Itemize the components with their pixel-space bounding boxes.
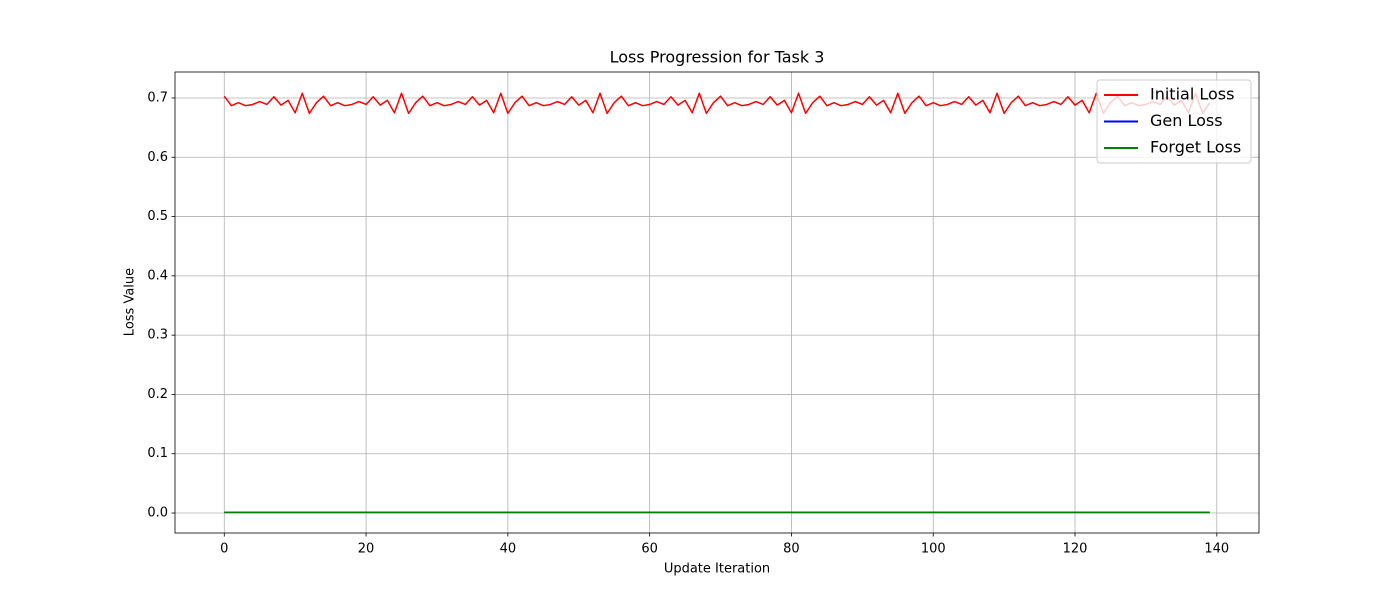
x-tick-label: 20: [358, 542, 375, 557]
y-tick-label: 0.4: [147, 268, 168, 283]
x-tick-label: 60: [641, 542, 658, 557]
series-line: [223, 92, 1211, 115]
x-tick-label: 100: [921, 542, 946, 557]
x-tick-label: 120: [1063, 542, 1088, 557]
y-axis-label: Loss Value: [123, 268, 138, 336]
y-tick-label: 0.1: [147, 446, 168, 461]
y-tick-label: 0.7: [147, 90, 168, 105]
y-tick-label: 0.2: [147, 387, 168, 402]
legend-label: Forget Loss: [1150, 138, 1241, 157]
y-tick-label: 0.3: [147, 328, 168, 343]
y-tick-label: 0.0: [147, 506, 168, 521]
legend: Initial Loss Gen Loss Forget Loss: [1096, 79, 1252, 164]
x-axis-label: Update Iteration: [664, 562, 770, 577]
plot-frame: [174, 71, 1260, 534]
chart-title: Loss Progression for Task 3: [610, 48, 825, 67]
y-tick-label: 0.5: [147, 209, 168, 224]
legend-label: Initial Loss: [1150, 85, 1234, 104]
legend-label: Gen Loss: [1150, 111, 1223, 130]
x-tick-label: 40: [500, 542, 517, 557]
y-tick-label: 0.6: [147, 150, 168, 165]
x-tick-label: 0: [220, 542, 228, 557]
legend-box: [1096, 79, 1252, 164]
x-tick-label: 140: [1204, 542, 1229, 557]
x-tick-label: 80: [783, 542, 800, 557]
